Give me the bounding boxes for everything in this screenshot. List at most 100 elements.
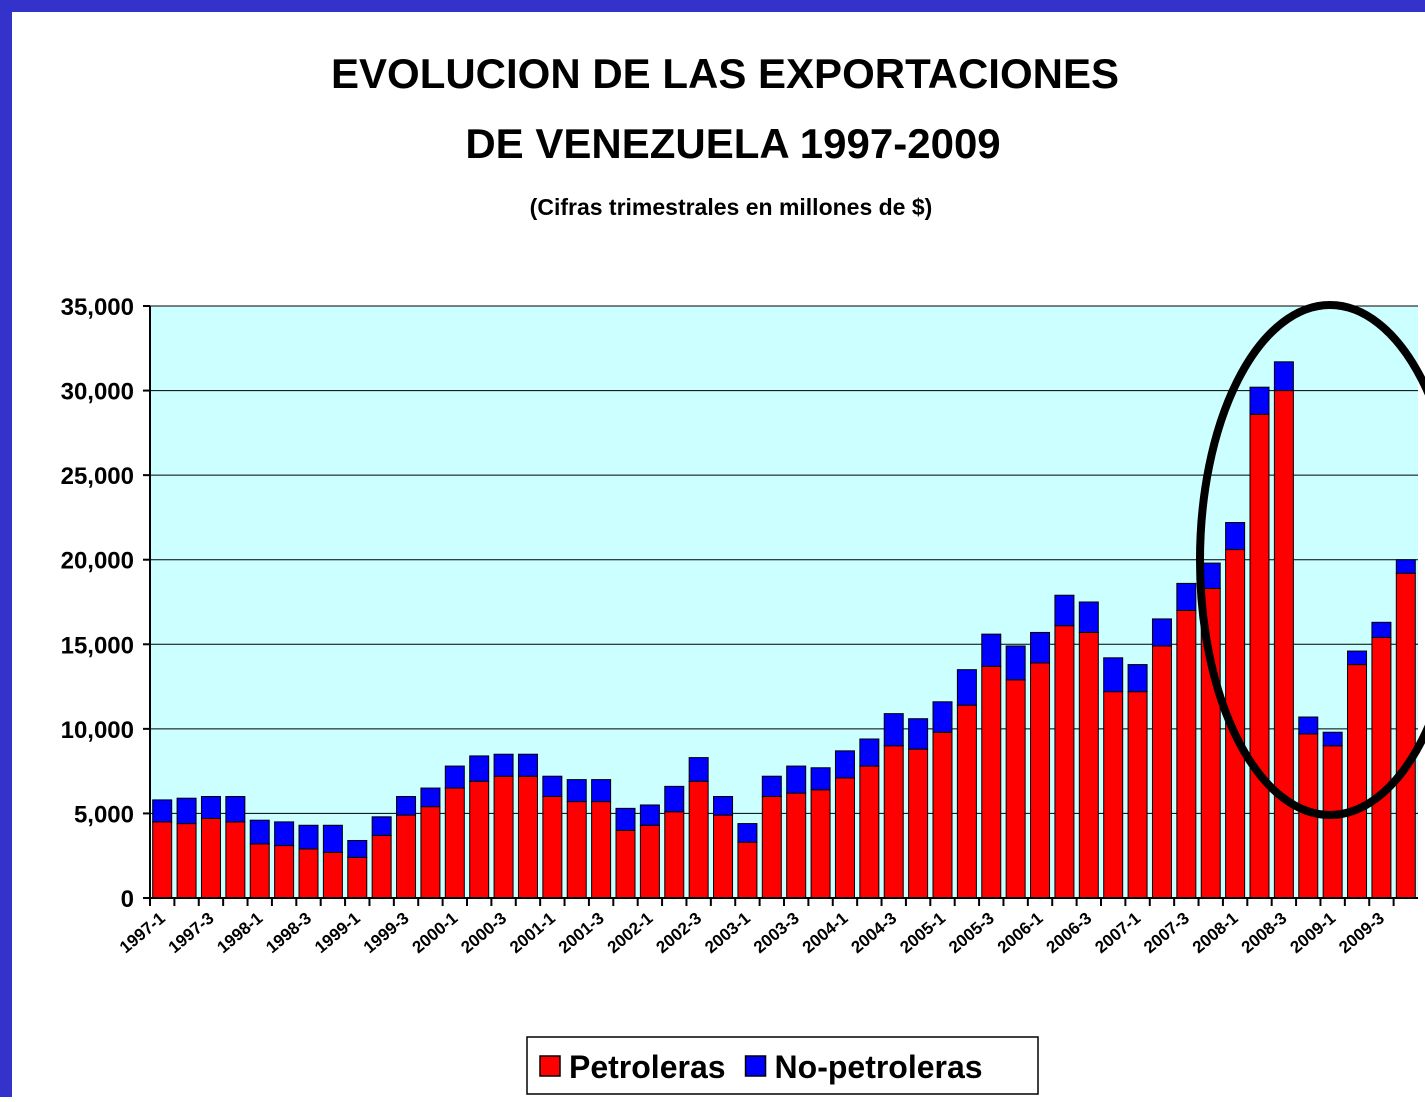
bar-segment (1030, 662, 1051, 899)
bar-segment (1054, 625, 1075, 899)
bar-segment (1054, 594, 1075, 627)
bar-segment (664, 785, 685, 813)
y-tick-label: 25,000 (61, 463, 134, 490)
bar-segment (298, 824, 319, 850)
bar-segment (200, 796, 221, 820)
bar-segment (1005, 679, 1026, 899)
bar-segment (176, 797, 197, 825)
bar-segment (322, 824, 343, 853)
bar-segment (444, 765, 465, 789)
bar-segment (981, 665, 1002, 899)
bar-segment (1078, 601, 1099, 633)
bar-segment (737, 841, 758, 899)
bar-segment (834, 777, 855, 899)
bar-segment (493, 775, 514, 899)
bar-segment (469, 780, 490, 899)
bar-segment (200, 818, 221, 899)
bar-segment (688, 780, 709, 899)
bar-segment (542, 775, 563, 798)
bar-segment (249, 843, 270, 899)
bar-segment (1151, 645, 1172, 899)
y-tick-label: 15,000 (61, 632, 134, 659)
bar-segment (566, 779, 587, 803)
bar-segment (688, 757, 709, 782)
bar-segment (981, 633, 1002, 667)
bar-segment (420, 787, 441, 808)
bar-segment (1127, 691, 1148, 899)
bar-segment (1371, 637, 1392, 899)
bar-segment (152, 799, 173, 823)
bar-segment (591, 779, 612, 803)
bar-segment (1249, 386, 1270, 415)
bar-segment (1176, 582, 1197, 611)
bar-segment (615, 829, 636, 899)
bar-segment (396, 796, 417, 816)
bar-segment (347, 856, 368, 899)
bar-segment (347, 839, 368, 858)
bar-segment (956, 669, 977, 706)
bar-segment (713, 814, 734, 899)
bar-segment (1395, 559, 1416, 574)
bar-segment (1298, 716, 1319, 735)
bar-segment (956, 704, 977, 899)
bar-segment (396, 814, 417, 899)
bar-segment (1005, 645, 1026, 681)
bar-segment (1225, 522, 1246, 551)
bar-segment (225, 821, 246, 899)
bar-segment (274, 845, 295, 899)
bar-segment (761, 796, 782, 899)
bar-segment (761, 775, 782, 798)
bar-segment (1371, 621, 1392, 639)
bar-segment (249, 819, 270, 845)
bar-segment (883, 713, 904, 747)
bar-segment (1078, 631, 1099, 899)
bar-segment (1273, 390, 1294, 899)
bar-segment (1347, 650, 1368, 666)
bar-segment (639, 804, 660, 826)
bar-segment (566, 801, 587, 899)
bar-segment (908, 718, 929, 750)
bar-segment (444, 787, 465, 899)
bar-segment (932, 731, 953, 899)
y-tick-label: 30,000 (61, 379, 134, 406)
bar-segment (420, 806, 441, 899)
bar-segment (591, 801, 612, 899)
bar-segment (1127, 664, 1148, 693)
y-tick-label: 35,000 (61, 294, 134, 321)
bar-segment (1151, 618, 1172, 647)
bar-segment (1322, 731, 1343, 747)
y-tick-label: 20,000 (61, 548, 134, 575)
bar-segment (932, 701, 953, 733)
highlight-ellipse (1196, 301, 1425, 819)
y-tick-label: 5,000 (74, 801, 134, 828)
bar-segment (274, 821, 295, 847)
chart-title: EVOLUCION DE LAS EXPORTACIONES (331, 50, 1119, 97)
legend-label: No-petroleras (775, 1049, 983, 1085)
bar-segment (517, 753, 538, 777)
chart-title: DE VENEZUELA 1997-2009 (465, 120, 1000, 167)
bar-segment (469, 755, 490, 782)
bar-segment (737, 823, 758, 843)
bar-segment (1273, 361, 1294, 392)
bar-segment (615, 807, 636, 831)
bar-segment (1030, 631, 1051, 664)
legend-swatch (539, 1055, 561, 1077)
bar-segment (1249, 413, 1270, 899)
bar-segment (176, 823, 197, 899)
legend-swatch (744, 1055, 767, 1077)
bar-segment (639, 824, 660, 899)
bar-segment (908, 748, 929, 899)
bar-segment (1103, 657, 1124, 693)
bar-segment (810, 767, 831, 791)
bar-segment (859, 738, 880, 767)
bar-segment (542, 796, 563, 899)
bar-segment (298, 848, 319, 899)
bar-segment (1322, 745, 1343, 899)
bar-segment (1347, 664, 1368, 899)
bar-segment (713, 796, 734, 816)
bar-segment (371, 834, 392, 899)
legend (526, 1036, 1039, 1095)
bar-segment (786, 792, 807, 899)
bar-segment (786, 765, 807, 794)
